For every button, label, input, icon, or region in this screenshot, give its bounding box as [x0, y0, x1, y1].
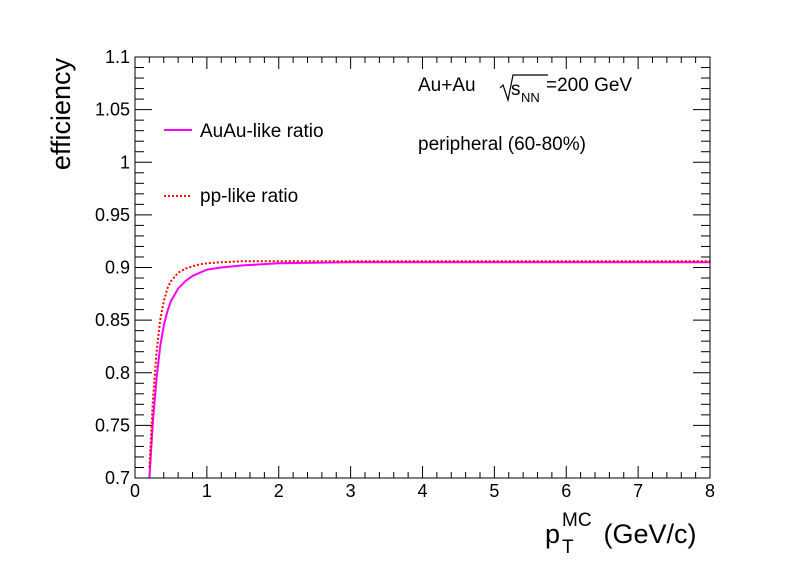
y-tick-label: 0.8 [105, 363, 130, 383]
y-tick-label: 0.95 [95, 205, 130, 225]
axis-ticks [134, 56, 711, 479]
x-tick-label: 6 [561, 481, 571, 501]
x-axis-title-sup: MC [562, 510, 592, 531]
series-line-pp [148, 260, 710, 468]
series-line-auau [148, 261, 710, 479]
sqrt-s-label: s [511, 79, 521, 100]
x-tick-label: 7 [633, 481, 643, 501]
sqrt-radical [499, 74, 548, 103]
y-tick-label: 1 [120, 152, 130, 172]
legend-label-auau: AuAu-like ratio [200, 121, 324, 142]
x-tick-label: 0 [130, 481, 140, 501]
tick-labels: 0 1 2 3 4 5 6 7 8 0.7 0.75 0.8 0.85 0.9 0.95 1 1.05 1.1 [95, 47, 715, 501]
system-label: Au+Au [418, 75, 476, 96]
x-axis-title-unit: (GeV/c) [596, 519, 697, 549]
x-axis-title-main: p [545, 519, 560, 549]
y-tick-label: 0.85 [95, 310, 130, 330]
energy-label: =200 GeV [546, 75, 632, 96]
y-tick-label: 0.7 [105, 468, 130, 488]
y-tick-label: 0.75 [95, 415, 130, 435]
plot-frame [134, 56, 711, 479]
legend: AuAu-like ratio pp-like ratio [164, 121, 324, 207]
x-tick-label: 2 [274, 481, 284, 501]
annotations: Au+Au s NN =200 GeV peripheral (60-80%) [418, 74, 632, 155]
y-tick-label: 1.1 [105, 47, 130, 67]
x-axis-title-sub: T [562, 537, 574, 558]
centrality-label: peripheral (60-80%) [418, 134, 586, 155]
series-group [148, 260, 710, 479]
y-tick-label: 0.9 [105, 258, 130, 278]
x-tick-label: 3 [346, 481, 356, 501]
x-tick-label: 1 [202, 481, 212, 501]
x-tick-label: 5 [489, 481, 499, 501]
legend-label-pp: pp-like ratio [200, 186, 298, 207]
x-axis-title: p T MC (GeV/c) [545, 510, 697, 558]
x-tick-label: 4 [417, 481, 427, 501]
sqrt-s-subscript: NN [521, 90, 540, 105]
y-tick-label: 1.05 [95, 100, 130, 120]
y-axis-title: efficiency [46, 58, 76, 171]
x-tick-label: 8 [705, 481, 715, 501]
